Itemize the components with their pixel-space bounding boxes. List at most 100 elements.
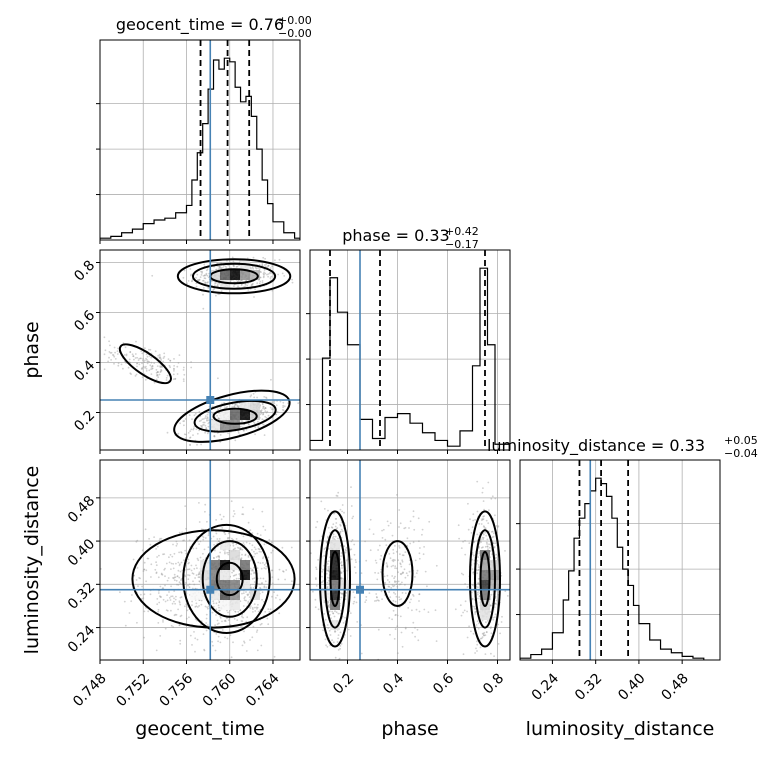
sample-point <box>185 552 188 555</box>
sample-point <box>415 572 418 574</box>
sample-point <box>238 405 240 407</box>
contour-geocent-time-vs-luminosity-distance-3 <box>131 529 296 629</box>
sample-point <box>207 422 210 425</box>
sample-point <box>210 280 213 282</box>
sample-point <box>146 362 149 365</box>
sample-point <box>160 365 163 368</box>
sample-point <box>124 624 127 627</box>
sample-point <box>328 629 331 632</box>
sample-point <box>198 571 201 574</box>
sample-point <box>418 557 421 560</box>
sample-point <box>340 555 342 557</box>
sample-point <box>125 353 128 356</box>
sample-point <box>384 581 387 584</box>
sample-point <box>480 541 482 543</box>
sample-point <box>187 574 189 576</box>
sample-point <box>477 586 479 589</box>
sample-point <box>230 656 233 659</box>
sample-point <box>218 601 221 604</box>
density-cell <box>210 560 220 570</box>
sample-point <box>340 592 343 595</box>
sample-point <box>481 518 484 520</box>
density-cell <box>480 570 490 580</box>
sample-point <box>476 480 479 483</box>
sample-point <box>108 356 110 359</box>
density-cell <box>240 570 250 580</box>
sample-point <box>159 365 162 368</box>
sample-point <box>190 274 192 277</box>
panel-geocent-time-vs-phase <box>100 250 300 450</box>
sample-point <box>176 373 179 375</box>
sample-point <box>418 593 421 595</box>
density-cell <box>220 600 230 610</box>
sample-point <box>196 606 199 608</box>
ytick-label-luminosity-distance-2: 0.40 <box>65 536 98 569</box>
sample-point <box>193 583 196 586</box>
sample-point <box>164 584 166 587</box>
sample-point <box>251 577 254 580</box>
sample-point <box>256 396 258 399</box>
sample-point <box>259 534 262 536</box>
sample-point <box>165 379 168 381</box>
sample-point <box>333 512 336 515</box>
sample-point <box>413 528 416 531</box>
sample-point <box>202 633 205 636</box>
sample-point <box>267 556 270 559</box>
sample-point <box>392 548 395 551</box>
sample-point <box>200 599 203 602</box>
sample-point <box>234 610 237 613</box>
sample-point <box>398 583 401 586</box>
sample-point <box>399 553 401 555</box>
sample-point <box>219 551 222 554</box>
sample-point <box>129 372 132 375</box>
sample-point <box>217 540 220 543</box>
sample-point <box>389 522 392 524</box>
sample-point <box>205 427 208 429</box>
sample-point <box>195 547 198 550</box>
sample-point <box>214 549 216 552</box>
sample-point <box>172 577 175 580</box>
sample-point <box>201 535 204 537</box>
panel-geocent-time-vs-luminosity-distance <box>100 460 300 660</box>
sample-point <box>215 614 217 616</box>
sample-point <box>173 358 175 360</box>
sample-point <box>206 281 209 284</box>
sample-point <box>257 426 260 429</box>
sample-point <box>216 623 219 626</box>
sample-point <box>162 619 164 621</box>
sample-point <box>202 279 205 282</box>
density-cell <box>210 590 220 600</box>
sample-point <box>410 598 412 601</box>
sample-point <box>241 620 244 623</box>
density-cell <box>190 590 200 600</box>
sample-point <box>253 550 255 553</box>
sample-point <box>188 539 191 542</box>
sample-point <box>485 631 488 633</box>
sample-point <box>233 510 235 512</box>
sample-point <box>263 586 266 589</box>
sample-point <box>252 267 255 270</box>
sample-point <box>190 428 193 431</box>
truth-marker-phase-vs-luminosity-distance <box>356 585 364 594</box>
sample-point <box>242 592 245 595</box>
sample-point <box>237 406 240 408</box>
sample-point <box>123 600 126 603</box>
sample-point <box>178 564 181 567</box>
xtick-label-luminosity-distance-1: 0.32 <box>572 670 605 703</box>
sample-point <box>334 518 337 520</box>
sample-point <box>242 605 245 607</box>
sample-point <box>339 523 342 526</box>
sample-point <box>222 267 224 269</box>
sample-point <box>144 347 146 350</box>
sample-point <box>266 410 269 413</box>
sample-point <box>484 545 487 548</box>
sample-point <box>156 598 159 600</box>
sample-point <box>485 534 488 537</box>
sample-point <box>180 551 183 554</box>
sample-point <box>408 527 410 529</box>
sample-point <box>477 591 479 594</box>
sample-point <box>494 613 497 616</box>
sample-point <box>187 280 190 282</box>
sample-point <box>353 543 356 546</box>
sample-point <box>404 526 407 529</box>
